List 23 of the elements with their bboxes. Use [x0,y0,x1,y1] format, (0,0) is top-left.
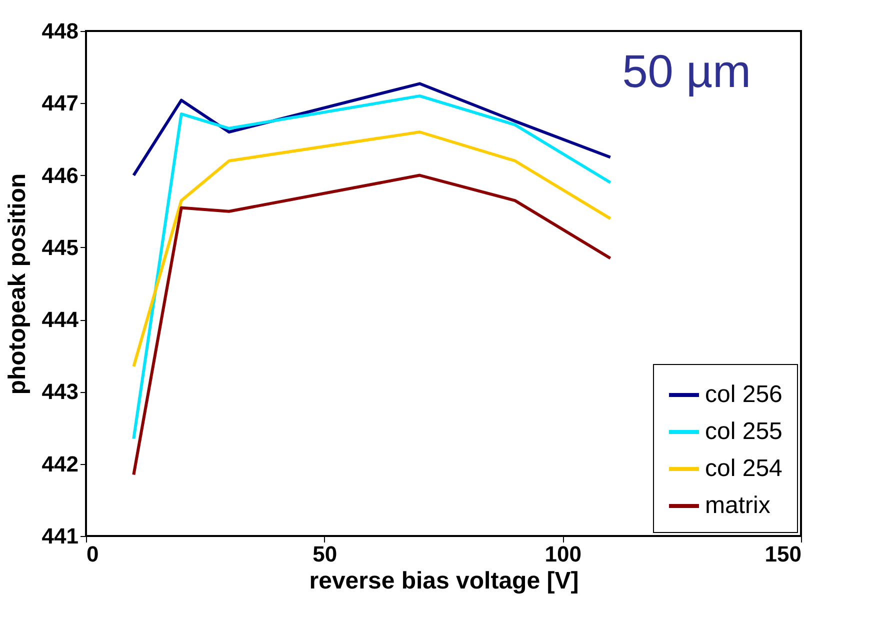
y-tick-label: 446 [42,162,78,188]
y-tick-label: 441 [42,524,78,548]
line-series [132,174,612,476]
x-tick-label: 150 [764,542,802,566]
x-tick-label: 100 [544,542,582,566]
x-tick-label: 50 [312,542,338,566]
legend-label: matrix [705,492,770,519]
x-tick-label: 0 [86,542,99,566]
y-tick-label: 442 [42,451,78,476]
annotation: 50 µm [622,45,751,97]
y-tick-label: 447 [42,90,78,116]
line-series [132,130,612,368]
y-tick-label: 443 [42,379,78,404]
legend-label: col 255 [705,418,782,445]
y-tick-label: 448 [42,18,78,44]
line-series [132,82,612,177]
y-tick-label: 445 [42,234,78,260]
line-series [132,94,612,440]
x-axis-title: reverse bias voltage [V] [309,568,579,594]
y-axis-title: photopeak position [4,173,31,395]
y-tick-label: 444 [42,307,80,332]
legend-label: col 256 [705,381,782,408]
legend-label: col 254 [705,455,782,482]
